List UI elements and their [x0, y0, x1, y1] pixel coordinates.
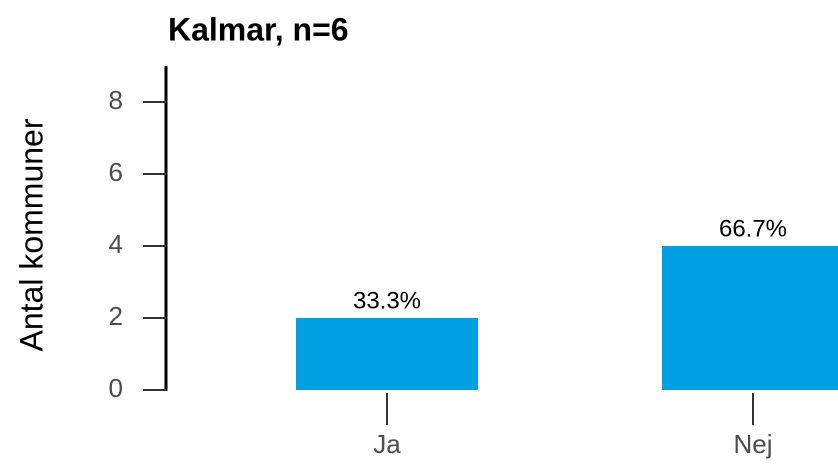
value-label: 66.7%: [719, 215, 787, 242]
bar: [296, 318, 478, 390]
y-tick-label: 6: [109, 157, 123, 187]
y-tick-label: 0: [109, 373, 123, 403]
value-label: 33.3%: [353, 287, 421, 314]
x-tick-label: Ja: [373, 429, 401, 459]
y-tick-label: 2: [109, 301, 123, 331]
y-tick-label: 4: [109, 229, 123, 259]
chart-title: Kalmar, n=6: [168, 11, 349, 47]
y-axis-label: Antal kommuner: [13, 118, 49, 351]
bar: [662, 246, 838, 390]
y-tick-label: 8: [109, 85, 123, 115]
x-tick-label: Nej: [733, 429, 772, 459]
